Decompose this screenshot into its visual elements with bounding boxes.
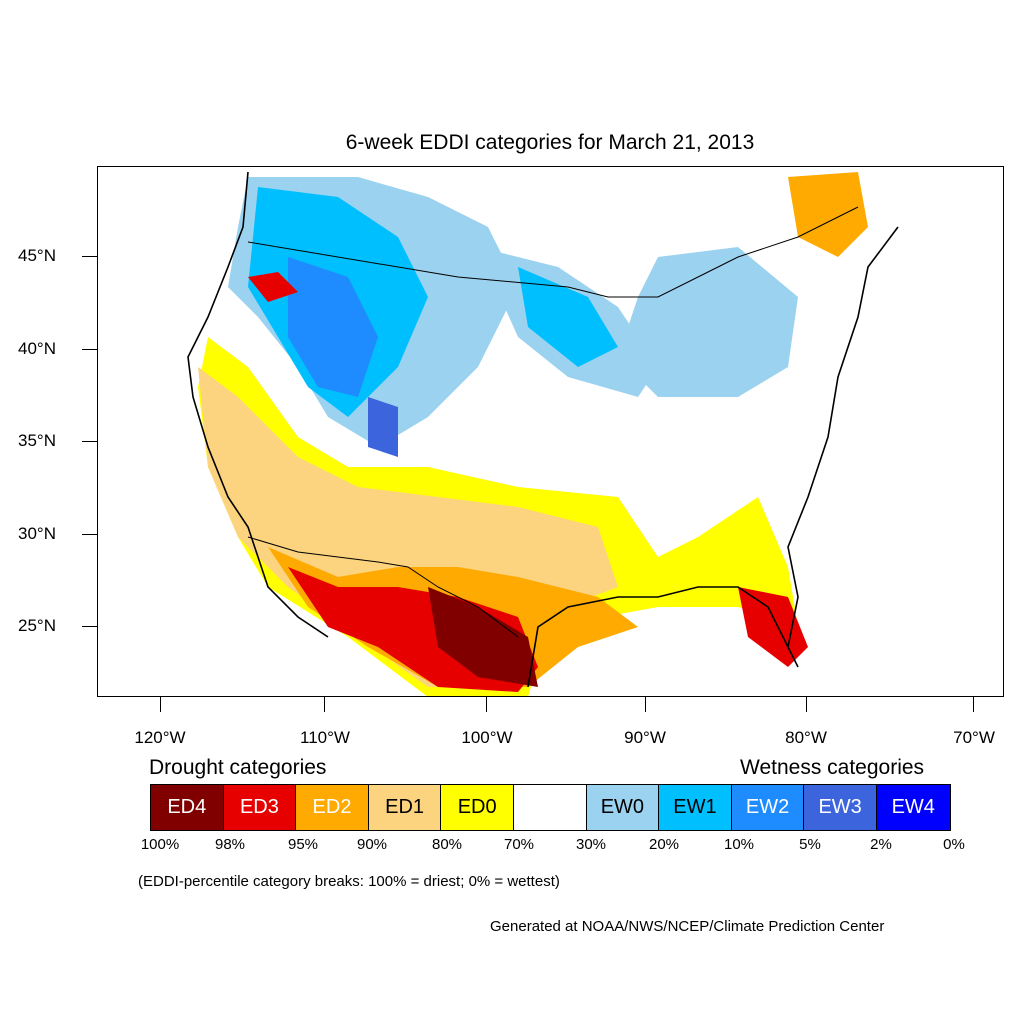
- legend-cell-normal: [513, 785, 587, 830]
- lat-label-25: 25°N: [18, 616, 56, 635]
- ed2-region-northeast: [788, 172, 868, 257]
- break-label: 0%: [943, 836, 965, 853]
- lon-tick: [486, 697, 487, 712]
- lon-label-110: 110°W: [300, 728, 350, 747]
- legend-cell-ew2: EW2: [731, 785, 805, 830]
- ew1-region-plains: [518, 267, 618, 367]
- lat-label-45: 45°N: [18, 246, 56, 265]
- break-label: 10%: [723, 836, 755, 853]
- wetness-heading: Wetness categories: [740, 756, 925, 779]
- ew3-region-colorado: [368, 397, 398, 457]
- legend-cell-ed4: ED4: [151, 785, 224, 830]
- legend-cell-ew4: EW4: [876, 785, 950, 830]
- coastline-east: [787, 226, 899, 648]
- coastline-gulf: [527, 586, 799, 688]
- lat-label-30: 30°N: [18, 524, 56, 543]
- legend-cell-ed0: ED0: [441, 785, 514, 830]
- break-label: 95%: [287, 836, 319, 853]
- ew2-region-great-basin: [288, 257, 378, 397]
- lon-tick: [160, 697, 161, 712]
- map-title: 6-week EDDI categories for March 21, 201…: [345, 131, 755, 154]
- lat-tick: [82, 626, 97, 627]
- category-legend: ED4 ED3 ED2 ED1 ED0 EW0 EW1 EW2 EW3 EW4: [150, 784, 951, 831]
- ed3-region-oregon: [248, 272, 298, 302]
- break-label: 5%: [799, 836, 821, 853]
- break-label: 2%: [870, 836, 892, 853]
- map-panel: [97, 166, 1004, 697]
- coastline-west: [187, 171, 329, 638]
- eddi-map: [187, 171, 899, 696]
- break-label: 90%: [356, 836, 388, 853]
- lat-label-35: 35°N: [18, 431, 56, 450]
- break-label: 100%: [140, 836, 180, 853]
- lon-tick: [645, 697, 646, 712]
- ed4-region-rio-grande: [428, 587, 538, 687]
- break-label: 70%: [503, 836, 535, 853]
- legend-cell-ed3: ED3: [223, 785, 297, 830]
- credit-line: Generated at NOAA/NWS/NCEP/Climate Predi…: [490, 918, 885, 935]
- legend-cell-ed1: ED1: [368, 785, 442, 830]
- lat-tick: [82, 349, 97, 350]
- us-canada-border: [247, 206, 859, 298]
- lon-label-80: 80°W: [785, 728, 827, 747]
- break-label: 98%: [214, 836, 246, 853]
- us-mexico-border: [247, 536, 519, 638]
- lat-tick: [82, 441, 97, 442]
- break-label: 30%: [575, 836, 607, 853]
- lon-tick: [324, 697, 325, 712]
- lon-label-100: 100°W: [461, 728, 513, 747]
- category-note: (EDDI-percentile category breaks: 100% =…: [138, 873, 560, 890]
- lat-tick: [82, 534, 97, 535]
- lon-tick: [806, 697, 807, 712]
- break-label: 20%: [648, 836, 680, 853]
- break-label: 80%: [431, 836, 463, 853]
- legend-cell-ew1: EW1: [659, 785, 732, 830]
- lat-label-40: 40°N: [18, 339, 56, 358]
- drought-heading: Drought categories: [149, 756, 327, 779]
- lat-tick: [82, 256, 97, 257]
- ed3-region-florida: [738, 587, 808, 667]
- lon-label-90: 90°W: [624, 728, 666, 747]
- lon-tick: [973, 697, 974, 712]
- legend-cell-ew3: EW3: [804, 785, 877, 830]
- legend-cell-ew0: EW0: [586, 785, 660, 830]
- lon-label-70: 70°W: [953, 728, 995, 747]
- legend-cell-ed2: ED2: [296, 785, 369, 830]
- lon-label-120: 120°W: [134, 728, 186, 747]
- wet-region-great-lakes: [618, 247, 798, 397]
